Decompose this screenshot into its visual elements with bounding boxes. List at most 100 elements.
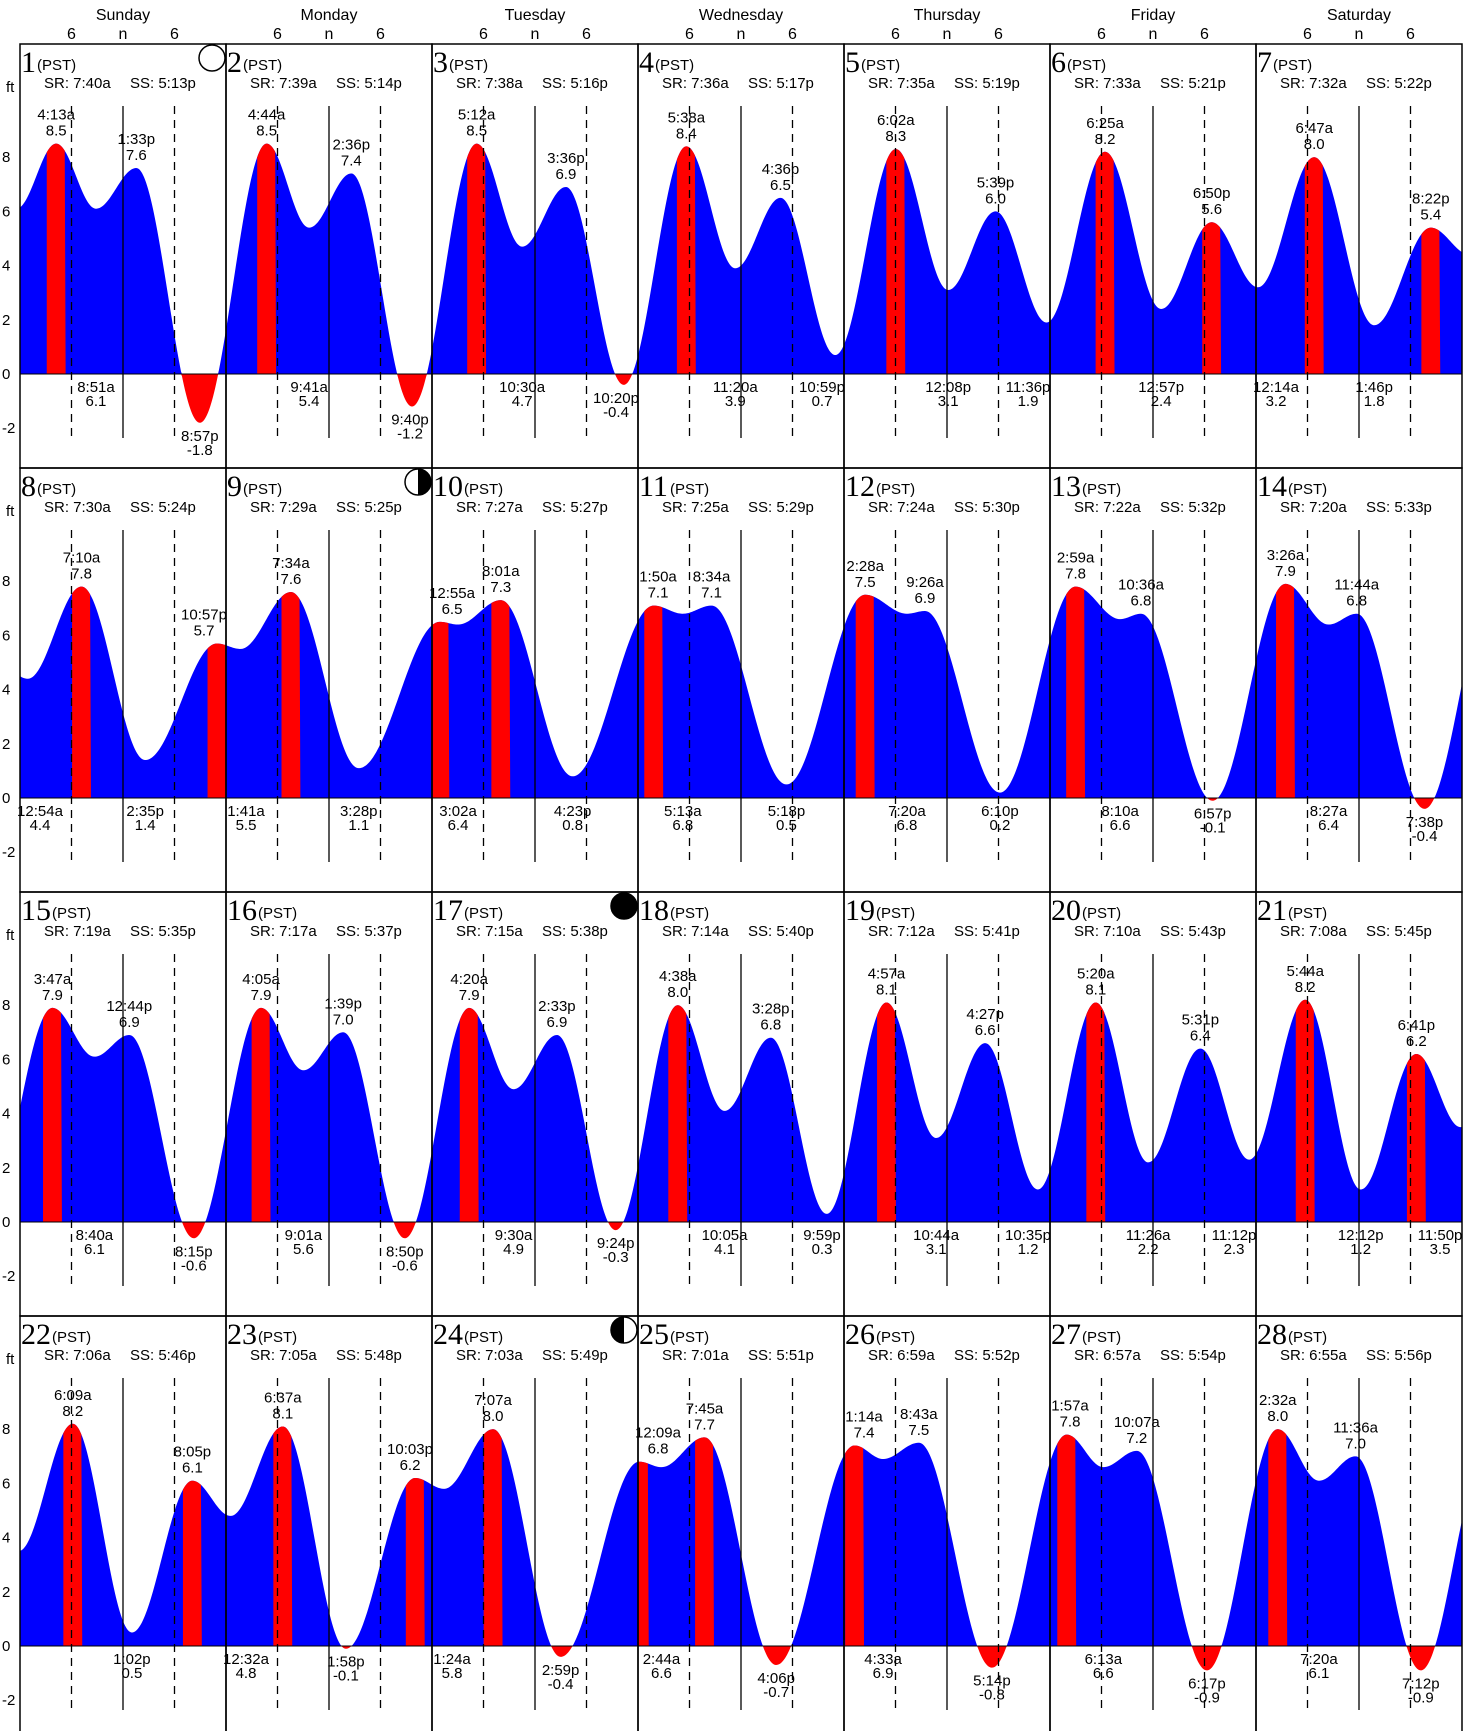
hour-tick-label: 6 [376,26,385,43]
high-tide-height: 6.8 [1131,593,1152,610]
low-tide-time: 1:46p [1355,379,1393,396]
low-tide-time: 8:27a [1310,803,1348,820]
high-tide-time: 2:32a [1259,1392,1297,1409]
low-tide-time: 9:59p [803,1227,841,1244]
daytime-high-band [273,1426,293,1646]
weekday-label: Sunday [96,7,150,24]
sunrise-time: SR: 7:29a [250,499,317,516]
low-tide-time: 11:36p [1006,379,1051,396]
high-tide-time: 2:28a [846,558,884,575]
day-number: 17 [433,894,463,927]
low-tide-height: 0.2 [990,817,1011,834]
high-tide-time: 5:44a [1286,963,1324,980]
tide-area-negative [1256,1646,1462,1671]
low-tide-height: 0.5 [121,1665,142,1682]
high-tide-time: 1:57a [1051,1398,1089,1415]
high-tide-time: 11:44a [1334,577,1379,594]
hour-tick-label: 6 [1303,26,1312,43]
low-tide-time: 9:41a [290,379,328,396]
sunset-time: SS: 5:52p [954,1347,1020,1364]
daytime-high-band [855,594,875,798]
moon-phase-new-icon [610,892,638,920]
weekday-header: Sunday 6 n 6 Monday 6 n 6 Tuesday 6 n 6 Wednesday 6 n 6… [67,7,1415,43]
low-tide-height: 5.8 [442,1665,463,1682]
low-tide-time: 11:26a [1126,1227,1171,1244]
daytime-high-band [638,1461,649,1646]
timezone-label: (PST) [1288,1329,1327,1346]
daytime-high-band [182,1480,202,1646]
low-tide-height: -0.4 [1412,828,1438,845]
day-number: 2 [227,46,242,79]
sunrise-time: SR: 7:36a [662,75,729,92]
timezone-label: (PST) [1082,905,1121,922]
high-tide-time: 10:57p [181,607,227,624]
sunrise-time: SR: 7:35a [868,75,935,92]
sunset-time: SS: 5:49p [542,1347,608,1364]
low-tide-time: 3:28p [340,803,378,820]
day-cell: 11 (PST)SR: 7:25a SS: 5:29p1:50a7.15:13a6.… [638,470,844,862]
timezone-label: (PST) [37,481,76,498]
timezone-label: (PST) [655,57,694,74]
high-tide-height: 8.2 [1295,979,1316,996]
high-tide-time: 8:01a [482,563,520,580]
day-cells: 1 (PST)SR: 7:40a SS: 5:13p4:13a8.58:51a6.1… [17,44,1462,1710]
high-tide-time: 1:33p [118,131,156,148]
high-tide-time: 6:02a [877,112,915,129]
high-tide-height: 8.2 [1095,131,1116,148]
sunrise-time: SR: 7:19a [44,923,111,940]
unit-label: ft [6,1351,15,1368]
sunrise-time: SR: 7:10a [1074,923,1141,940]
high-tide-height: 7.8 [1060,1414,1081,1431]
sunset-time: SS: 5:38p [542,923,608,940]
sunset-time: SS: 5:43p [1160,923,1226,940]
daytime-high-band [1086,1002,1106,1222]
hour-tick-label: 6 [891,26,900,43]
day-cell: 15 (PST)SR: 7:19a SS: 5:35p3:47a7.98:40a6.… [20,894,226,1286]
y-tick-label: 6 [2,203,10,220]
low-tide-time: 9:01a [285,1227,323,1244]
sunrise-time: SR: 6:55a [1280,1347,1347,1364]
daytime-high-band [644,605,664,798]
low-tide-time: 9:24p [597,1235,635,1252]
low-tide-height: 6.6 [651,1665,672,1682]
low-tide-time: 7:20a [1300,1651,1338,1668]
low-tide-height: -1.8 [187,442,213,459]
high-tide-height: 8.1 [272,1405,293,1422]
high-tide-time: 4:36p [762,161,800,178]
low-tide-height: 6.6 [1110,817,1131,834]
sunset-time: SS: 5:19p [954,75,1020,92]
timezone-label: (PST) [1082,481,1121,498]
high-tide-height: 7.5 [855,574,876,591]
high-tide-height: 7.8 [71,566,92,583]
daytime-high-band [1406,1054,1426,1222]
low-tide-height: 1.2 [1350,1241,1371,1258]
sunrise-time: SR: 7:32a [1280,75,1347,92]
high-tide-height: 7.4 [854,1424,875,1441]
low-tide-time: 10:35p [1005,1227,1051,1244]
low-tide-height: -0.7 [763,1684,789,1701]
sunset-time: SS: 5:35p [130,923,196,940]
y-tick-label: 0 [2,1214,10,1231]
daytime-high-band [46,143,66,374]
low-tide-height: 6.1 [84,1241,105,1258]
high-tide-height: 8.0 [1304,136,1325,153]
low-tide-height: -0.9 [1194,1689,1220,1706]
low-tide-height: 6.8 [672,817,693,834]
tide-area-negative [432,1222,638,1231]
low-tide-height: -0.6 [392,1257,418,1274]
hour-tick-label: 6 [1200,26,1209,43]
daytime-high-band [1421,227,1441,374]
high-tide-time: 4:57a [868,965,906,982]
day-cell: 21 (PST)SR: 7:08a SS: 5:45p5:44a8.212:12p1… [1256,894,1462,1286]
daytime-high-band [1304,157,1324,374]
day-cell: 14 (PST)SR: 7:20a SS: 5:33p3:26a7.98:27a6.… [1256,470,1462,862]
high-tide-height: 8.0 [1267,1408,1288,1425]
low-tide-time: 4:33a [864,1651,902,1668]
